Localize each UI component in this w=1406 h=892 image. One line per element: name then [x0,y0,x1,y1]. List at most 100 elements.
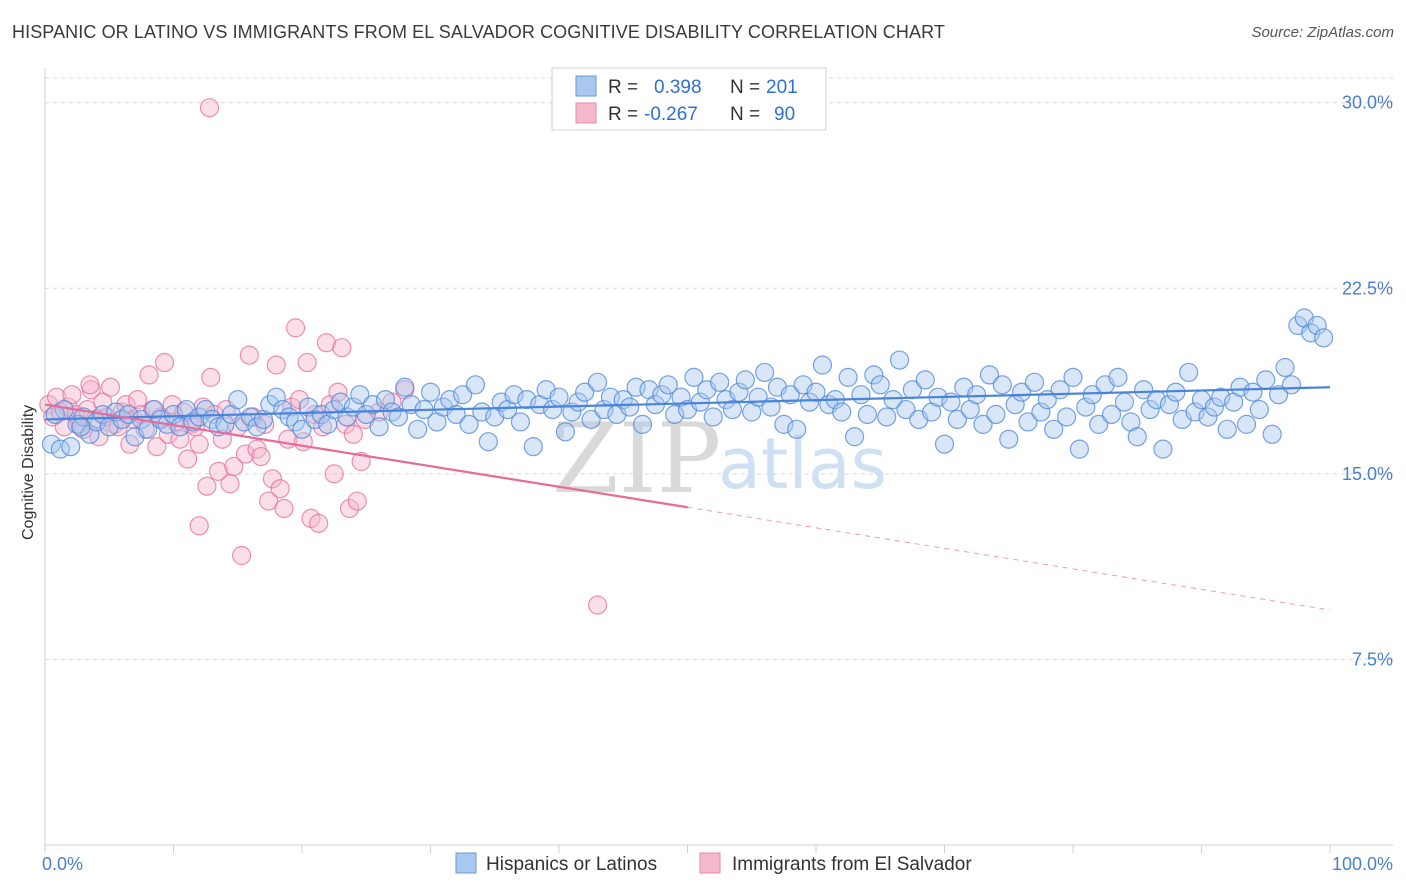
point-hispanics-latinos [799,392,820,412]
point-immigrants-el-salvador [127,390,148,410]
point-hispanics-latinos [587,372,608,392]
point-hispanics-latinos [1101,404,1122,425]
point-hispanics-latinos [1204,397,1224,417]
legend-swatch-blue [575,75,597,97]
point-hispanics-latinos [1256,370,1276,390]
legend-n-value-1: 201 [766,77,798,98]
legend-top-box [551,67,827,131]
point-hispanics-latinos [1301,323,1321,343]
point-hispanics-latinos [1185,402,1205,422]
point-immigrants-el-salvador [343,424,363,444]
point-hispanics-latinos [684,367,704,387]
legend-r-value-2: -0.267 [644,104,698,125]
y-tick-labels: 7.5% 15.0% 22.5% 30.0% [1342,93,1393,670]
point-hispanics-latinos [620,397,640,417]
point-hispanics-latinos [408,419,428,439]
point-hispanics-latinos [1236,414,1257,434]
point-immigrants-el-salvador [100,377,121,397]
point-hispanics-latinos [71,417,91,437]
legend-r-label-1: R = [608,77,638,98]
chart-title: HISPANIC OR LATINO VS IMMIGRANTS FROM EL… [12,22,945,42]
point-immigrants-el-salvador [208,461,229,481]
trend-line-hispanics [44,386,1331,421]
legend-n-label-2: N = [730,104,760,125]
point-hispanics-latinos [61,437,81,457]
y-axis-label: Cognitive Disability [20,405,37,540]
point-hispanics-latinos [549,387,569,407]
point-immigrants-el-salvador [80,375,100,395]
point-hispanics-latinos [234,412,254,432]
point-hispanics-latinos [504,385,524,405]
point-immigrants-el-salvador [224,456,244,477]
point-immigrants-el-salvador [251,446,271,467]
point-hispanics-latinos [832,402,852,422]
y-tick-label: 15.0% [1342,464,1393,484]
point-hispanics-latinos [575,382,595,402]
point-hispanics-latinos [1082,385,1102,405]
point-immigrants-el-salvador [154,352,175,373]
point-hispanics-latinos [459,414,479,434]
point-hispanics-latinos [1159,394,1179,415]
point-hispanics-latinos [581,409,601,430]
point-hispanics-latinos [363,394,383,415]
point-hispanics-latinos [388,407,408,427]
point-hispanics-latinos [1153,439,1173,459]
point-hispanics-latinos [420,382,441,402]
y-tick-label: 7.5% [1352,649,1393,669]
point-hispanics-latinos [1024,372,1045,392]
axes [44,68,1393,853]
point-immigrants-el-salvador [324,464,344,484]
point-hispanics-latinos [864,365,884,385]
point-immigrants-el-salvador [262,469,283,489]
point-hispanics-latinos [812,355,833,375]
legend-n-value-2: 90 [774,104,795,125]
point-hispanics-latinos [1140,399,1160,420]
x-tick-labels: 0.0% 100.0% [42,854,1393,874]
point-immigrants-el-salvador [220,474,240,494]
point-hispanics-latinos [1281,375,1302,395]
legend-bottom-label-salvador: Immigrants from El Salvador [732,854,972,875]
point-hispanics-latinos [1313,328,1334,348]
point-hispanics-latinos [292,419,312,439]
point-hispanics-latinos [787,419,807,439]
point-hispanics-latinos [870,375,890,395]
point-immigrants-el-salvador [197,476,217,496]
point-hispanics-latinos [1307,315,1327,336]
point-hispanics-latinos [1076,397,1096,417]
point-hispanics-latinos [1011,382,1032,402]
point-hispanics-latinos [1230,377,1250,397]
point-hispanics-latinos [305,409,325,430]
point-immigrants-el-salvador [339,498,360,519]
point-hispanics-latinos [196,399,216,420]
point-immigrants-el-salvador [316,333,337,353]
point-hispanics-latinos [780,385,800,405]
point-immigrants-el-salvador [189,516,209,536]
point-hispanics-latinos [523,437,543,457]
point-hispanics-latinos [703,407,723,427]
point-immigrants-el-salvador [351,451,371,472]
point-hispanics-latinos [934,434,955,454]
point-hispanics-latinos [979,365,1000,385]
point-hispanics-latinos [658,375,678,395]
point-hispanics-latinos [883,390,903,410]
point-immigrants-el-salvador [232,545,252,566]
point-hispanics-latinos [163,404,184,425]
legend-r-value-1: 0.398 [654,77,702,98]
y-tick-label: 30.0% [1342,93,1393,113]
point-hispanics-latinos [896,399,916,420]
series-immigrants-el-salvador [39,98,608,615]
point-hispanics-latinos [311,404,331,425]
point-hispanics-latinos [838,367,858,387]
point-hispanics-latinos [754,362,775,383]
point-hispanics-latinos [517,390,537,410]
legend-bottom-label-hispanics: Hispanics or Latinos [486,854,657,875]
x-tick-label-min: 0.0% [42,854,83,874]
point-immigrants-el-salvador [297,352,317,373]
point-hispanics-latinos [228,390,248,410]
legend-r-label-2: R = [608,104,638,125]
watermark-zip: ZIP [552,403,721,515]
point-hispanics-latinos [453,385,473,405]
point-immigrants-el-salvador [266,355,286,375]
point-hispanics-latinos [632,414,653,434]
point-hispanics-latinos [735,370,755,390]
